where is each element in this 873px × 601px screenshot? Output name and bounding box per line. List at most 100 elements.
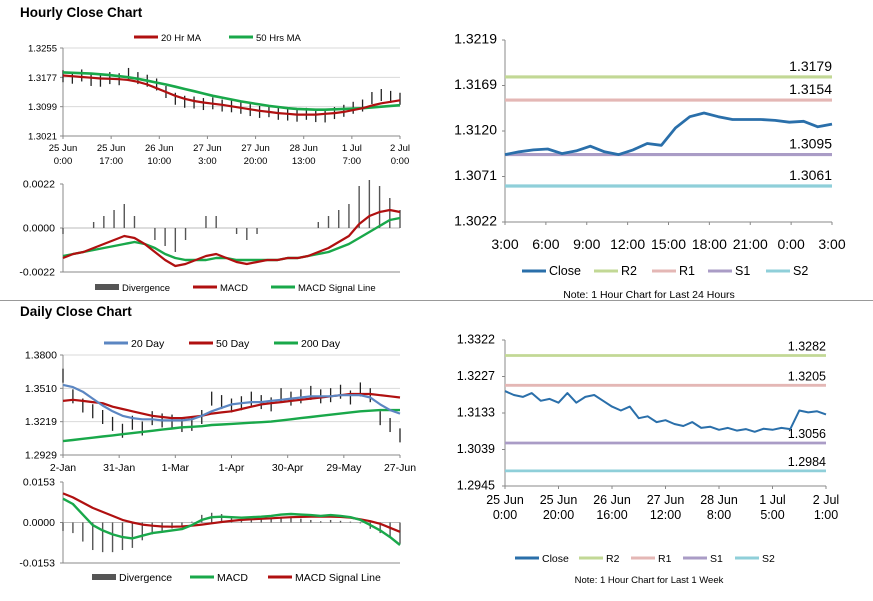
daily-price-legend-label: 20 Day: [131, 338, 165, 350]
hourly-levels-legend-label: Close: [549, 264, 581, 278]
hourly-levels-x-tick-label: 12:00: [610, 236, 645, 252]
hourly-macd-legend-label: MACD: [220, 283, 248, 294]
hourly-levels-x-tick-label: 9:00: [573, 236, 600, 252]
hourly-levels-y-tick-label: 1.3022: [454, 213, 497, 229]
hourly-price-x-tick-label: 17:00: [99, 156, 123, 167]
daily-levels-x-tick-label: 12:00: [650, 508, 681, 522]
daily-levels-x-tick-label: 1 Jul: [759, 493, 785, 507]
daily-macd-y-tick-label: 0.0153: [23, 477, 55, 489]
hourly-macd-legend-label: Divergence: [122, 283, 170, 294]
daily-macd-panel: 0.0153 0.0000 -0.0153 Divergence MACD MACD Si…: [19, 477, 401, 584]
hourly-levels-x-tick-label: 3:00: [491, 236, 518, 252]
daily-price-x-tick-label: 2-Jan: [50, 462, 76, 474]
hourly-levels-y-tick-label: 1.3219: [454, 31, 497, 47]
daily-price-x-tick-label: 30-Apr: [272, 462, 304, 474]
daily-levels-x-tick-label: 16:00: [596, 508, 627, 522]
hourly-macd-legend-label: MACD Signal Line: [298, 283, 376, 294]
daily-macd-line: [62, 497, 401, 546]
daily-levels-x-tick-label: 0:00: [493, 508, 517, 522]
hourly-levels-legend-label: S1: [735, 264, 750, 278]
hourly-levels-note: Note: 1 Hour Chart for Last 24 Hours: [563, 289, 735, 301]
hourly-level-s2-label: 1.3061: [789, 167, 832, 183]
daily-ma20-line: [62, 383, 401, 422]
daily-macd-y-tick-label: -0.0153: [19, 558, 55, 570]
daily-macd-legend-label: MACD Signal Line: [295, 572, 381, 584]
daily-price-x-tick-label: 1-Apr: [219, 462, 245, 474]
daily-levels-x-tick-label: 26 Jun: [593, 493, 631, 507]
daily-price-y-tick-label: 1.3510: [25, 383, 57, 395]
daily-levels-x-tick-label: 8:00: [707, 508, 731, 522]
daily-price-x-tick-label: 27-Jun: [384, 462, 416, 474]
daily-levels-legend-label: R2: [606, 553, 620, 565]
hourly-price-x-tick-label: 2 Jul: [390, 143, 410, 154]
hourly-price-x-tick-label: 27 Jun: [241, 143, 270, 154]
hourly-price-x-tick-label: 26 Jun: [145, 143, 174, 154]
hourly-price-y-tick-label: 1.3255: [28, 44, 57, 55]
daily-levels-y-tick-label: 1.2945: [457, 479, 495, 493]
daily-levels-legend-label: S2: [762, 553, 775, 565]
hourly-macd-y-tick-label: 0.0000: [23, 223, 55, 235]
daily-macd-legend-label: MACD: [217, 572, 248, 584]
hourly-ma50-line: [62, 71, 401, 111]
daily-levels-y-tick-label: 1.3227: [457, 369, 495, 383]
daily-levels-x-tick-label: 28 Jun: [700, 493, 738, 507]
daily-price-y-tick-label: 1.2929: [25, 450, 57, 462]
daily-level-r2-label: 1.3282: [788, 339, 826, 353]
hourly-price-legend-label: 50 Hrs MA: [256, 33, 302, 44]
hourly-price-x-tick-label: 3:00: [198, 156, 217, 167]
daily-levels-y-tick-label: 1.3133: [457, 406, 495, 420]
daily-level-s2-label: 1.2984: [788, 455, 826, 469]
hourly-price-y-tick-label: 1.3099: [28, 102, 57, 113]
hourly-levels-x-tick-label: 21:00: [733, 236, 768, 252]
daily-levels-x-tick-label: 20:00: [543, 508, 574, 522]
daily-price-y-tick-label: 1.3219: [25, 416, 57, 428]
daily-macd-y-tick-label: 0.0000: [23, 517, 55, 529]
daily-price-x-tick-label: 31-Jan: [103, 462, 135, 474]
daily-levels-x-tick-label: 5:00: [760, 508, 784, 522]
daily-macd-legend-swatch: [92, 574, 116, 580]
daily-ma200-line: [62, 408, 400, 443]
daily-levels-legend-label: Close: [542, 553, 569, 565]
daily-level-r1-label: 1.3205: [788, 369, 826, 383]
daily-price-x-tick-label: 29-May: [326, 462, 362, 474]
hourly-macd-y-tick-label: 0.0022: [23, 179, 55, 191]
daily-macd-legend-label: Divergence: [119, 572, 172, 584]
hourly-price-y-tick-label: 1.3021: [28, 132, 57, 143]
daily-levels-legend-label: S1: [710, 553, 723, 565]
hourly-price-x-tick-label: 20:00: [244, 156, 268, 167]
hourly-levels-x-tick-label: 0:00: [778, 236, 805, 252]
hourly-price-x-tick-label: 27 Jun: [193, 143, 222, 154]
hourly-price-x-tick-label: 25 Jun: [97, 143, 126, 154]
hourly-level-r2-label: 1.3179: [789, 58, 832, 74]
daily-price-legend-label: 50 Day: [216, 338, 250, 350]
hourly-price-x-tick-label: 13:00: [292, 156, 316, 167]
hourly-levels-x-tick-label: 3:00: [818, 236, 845, 252]
daily-section-title: Daily Close Chart: [20, 304, 132, 319]
hourly-levels-y-tick-label: 1.3169: [454, 76, 497, 92]
hourly-macd-panel: 0.0022 0.0000 -0.0022 Divergence MACD MACD Si…: [19, 179, 401, 294]
daily-price-y-tick-label: 1.3800: [25, 350, 57, 362]
hourly-price-y-tick-label: 1.3177: [28, 73, 57, 84]
daily-levels-y-tick-label: 1.3322: [457, 333, 495, 347]
hourly-price-x-tick-label: 1 Jul: [342, 143, 362, 154]
hourly-macd-line: [62, 208, 401, 268]
hourly-macd-y-tick-label: -0.0022: [19, 267, 55, 279]
hourly-levels-x-tick-label: 6:00: [532, 236, 559, 252]
daily-levels-x-tick-label: 25 Jun: [540, 493, 578, 507]
hourly-price-x-tick-label: 0:00: [54, 156, 73, 167]
hourly-macd-legend-swatch: [95, 284, 119, 290]
hourly-section-title: Hourly Close Chart: [20, 5, 143, 20]
hourly-price-x-tick-label: 10:00: [147, 156, 171, 167]
daily-levels-note: Note: 1 Hour Chart for Last 1 Week: [575, 575, 724, 586]
hourly-levels-x-tick-label: 18:00: [692, 236, 727, 252]
hourly-price-x-tick-label: 28 Jun: [289, 143, 318, 154]
daily-price-x-tick-label: 1-Mar: [162, 462, 190, 474]
hourly-levels-x-tick-label: 15:00: [651, 236, 686, 252]
daily-macd-signal-line: [62, 492, 401, 533]
daily-levels-legend-label: R1: [658, 553, 672, 565]
hourly-levels-y-tick-label: 1.3071: [454, 167, 497, 183]
hourly-close-line: [504, 111, 833, 157]
